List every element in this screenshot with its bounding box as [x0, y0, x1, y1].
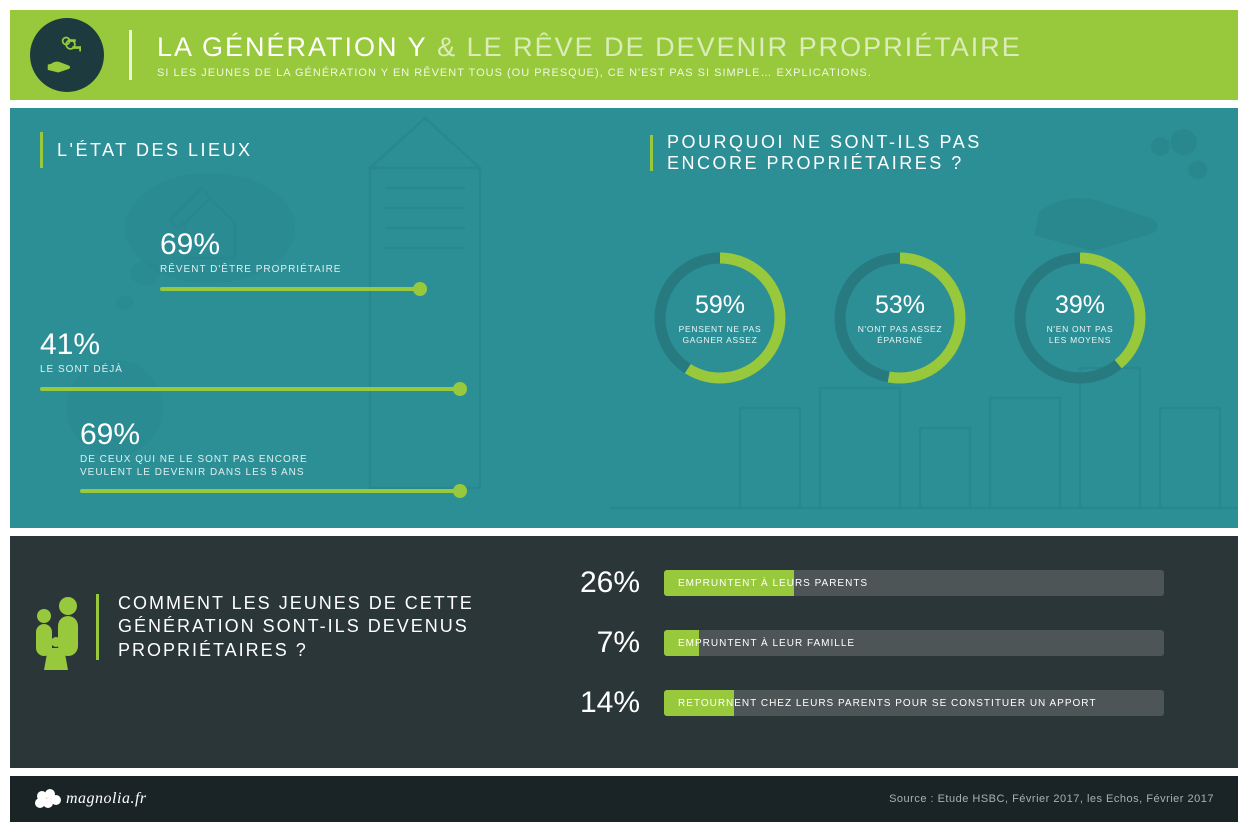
how-pct: 14%	[540, 686, 640, 720]
stat-bar: 69% RÊVENT D'ÊTRE PROPRIÉTAIRE	[160, 228, 420, 291]
bottom-section: COMMENT LES JEUNES DE CETTE GÉNÉRATION S…	[10, 536, 1238, 768]
header-title-light: & LE RÊVE DE DEVENIR PROPRIÉTAIRE	[428, 32, 1022, 62]
how-bar: RETOURNENT CHEZ LEURS PARENTS POUR SE CO…	[664, 690, 1164, 716]
how-pct: 7%	[540, 626, 640, 660]
header-title-strong: LA GÉNÉRATION Y	[157, 32, 428, 62]
donut-stat: 59% PENSENT NE PASGAGNER ASSEZ	[650, 248, 790, 388]
how-bar: EMPRUNTENT À LEURS PARENTS	[664, 570, 1164, 596]
donut-stat: 53% N'ONT PAS ASSEZÉPARGNÉ	[830, 248, 970, 388]
how-label: RETOURNENT CHEZ LEURS PARENTS POUR SE CO…	[678, 690, 1096, 716]
bottom-title-text: COMMENT LES JEUNES DE CETTE GÉNÉRATION S…	[118, 593, 474, 660]
how-row: 7% EMPRUNTENT À LEUR FAMILLE	[540, 626, 1164, 660]
footer: magnolia.fr Source : Etude HSBC, Février…	[10, 776, 1238, 822]
mid-section: L'ÉTAT DES LIEUX POURQUOI NE SONT-ILS PA…	[10, 108, 1238, 528]
section-right-title-text: POURQUOI NE SONT-ILS PAS ENCORE PROPRIÉT…	[667, 132, 982, 173]
stat-pct: 69%	[80, 418, 460, 452]
source-text: Source : Etude HSBC, Février 2017, les E…	[889, 793, 1214, 805]
section-left-title: L'ÉTAT DES LIEUX	[40, 132, 253, 168]
stat-label: DE CEUX QUI NE LE SONT PAS ENCOREVEULENT…	[80, 454, 460, 479]
header-divider	[129, 30, 132, 80]
how-row: 26% EMPRUNTENT À LEURS PARENTS	[540, 566, 1164, 600]
brand: magnolia.fr	[34, 788, 147, 810]
donut-label: PENSENT NE PASGAGNER ASSEZ	[665, 324, 775, 345]
donut-pct: 59%	[665, 291, 775, 320]
header-title: LA GÉNÉRATION Y & LE RÊVE DE DEVENIR PRO…	[157, 32, 1238, 63]
stat-dot	[453, 382, 467, 396]
stat-label: RÊVENT D'ÊTRE PROPRIÉTAIRE	[160, 264, 420, 277]
how-label: EMPRUNTENT À LEURS PARENTS	[678, 570, 868, 596]
stat-track	[160, 287, 420, 291]
stat-pct: 41%	[40, 328, 460, 362]
how-pct: 26%	[540, 566, 640, 600]
how-bar: EMPRUNTENT À LEUR FAMILLE	[664, 630, 1164, 656]
stat-track	[40, 387, 460, 391]
brand-text: magnolia.fr	[66, 790, 147, 808]
infographic-root: LA GÉNÉRATION Y & LE RÊVE DE DEVENIR PRO…	[0, 0, 1248, 832]
stat-label: LE SONT DÉJÀ	[40, 364, 460, 377]
stat-dot	[453, 484, 467, 498]
keys-hand-icon	[30, 18, 104, 92]
stat-track	[80, 489, 460, 493]
header: LA GÉNÉRATION Y & LE RÊVE DE DEVENIR PRO…	[10, 10, 1238, 100]
title-accent-bar	[96, 594, 99, 660]
brand-logo-icon	[34, 788, 62, 810]
donut-stat: 39% N'EN ONT PASLES MOYENS	[1010, 248, 1150, 388]
section-right-title: POURQUOI NE SONT-ILS PAS ENCORE PROPRIÉT…	[650, 132, 982, 173]
header-text: LA GÉNÉRATION Y & LE RÊVE DE DEVENIR PRO…	[157, 32, 1238, 79]
bottom-title: COMMENT LES JEUNES DE CETTE GÉNÉRATION S…	[118, 592, 498, 662]
donut-label: N'ONT PAS ASSEZÉPARGNÉ	[845, 324, 955, 345]
stat-dot	[413, 282, 427, 296]
stat-pct: 69%	[160, 228, 420, 262]
family-icon	[28, 596, 90, 670]
donut-label: N'EN ONT PASLES MOYENS	[1025, 324, 1135, 345]
title-accent-bar	[40, 132, 43, 168]
how-row: 14% RETOURNENT CHEZ LEURS PARENTS POUR S…	[540, 686, 1164, 720]
donut-pct: 39%	[1025, 291, 1135, 320]
how-label: EMPRUNTENT À LEUR FAMILLE	[678, 630, 855, 656]
coins-hand-icon	[1028, 128, 1218, 268]
header-subtitle: SI LES JEUNES DE LA GÉNÉRATION Y EN RÊVE…	[157, 67, 1238, 79]
stat-bar: 69% DE CEUX QUI NE LE SONT PAS ENCOREVEU…	[80, 418, 460, 493]
stat-bar: 41% LE SONT DÉJÀ	[40, 328, 460, 391]
title-accent-bar	[650, 135, 653, 171]
donut-pct: 53%	[845, 291, 955, 320]
section-left-title-text: L'ÉTAT DES LIEUX	[57, 140, 253, 161]
